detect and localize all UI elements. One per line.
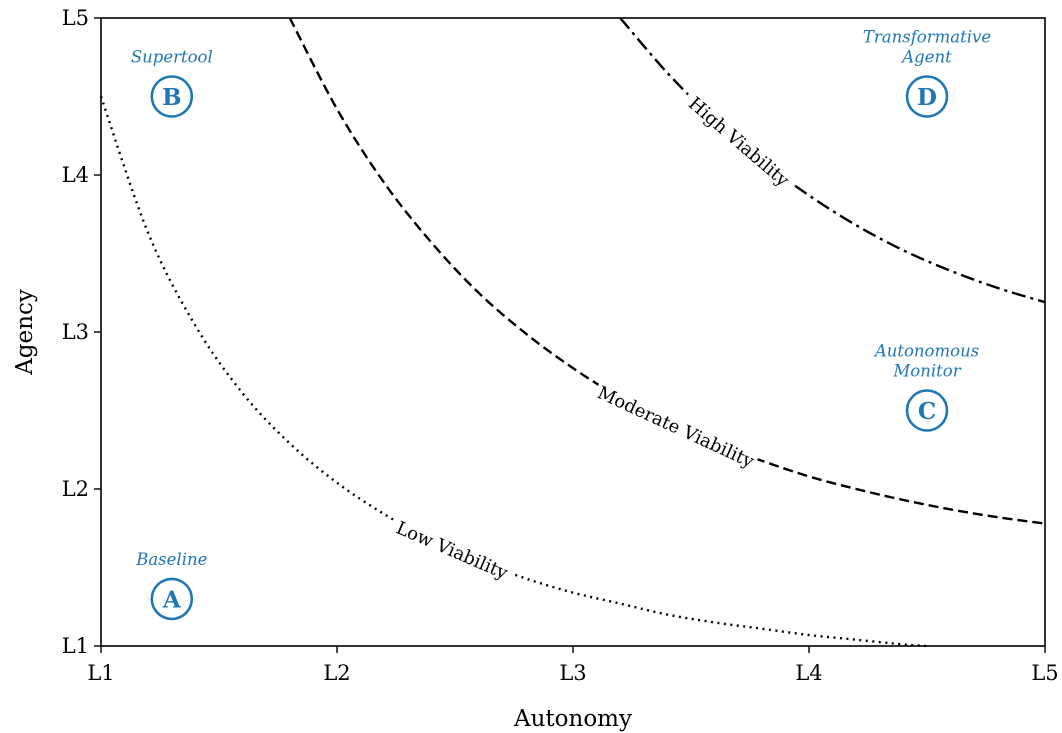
plot-frame xyxy=(100,17,1046,647)
x-axis-title: Autonomy xyxy=(513,706,632,732)
y-axis-title: Agency xyxy=(12,289,38,376)
annotation-marker xyxy=(905,75,949,118)
x-tick-label: L4 xyxy=(795,661,822,685)
x-tick-label: L5 xyxy=(1031,661,1058,685)
annotation-marker xyxy=(905,389,949,432)
y-tick-label: L5 xyxy=(62,6,89,30)
annotation-letter: C xyxy=(918,398,936,425)
annotation-label: Autonomous xyxy=(873,342,979,361)
x-tick-label: L1 xyxy=(87,661,114,685)
series-label: High Viability xyxy=(684,93,793,192)
annotation-label: Supertool xyxy=(131,48,213,67)
annotation-letter: D xyxy=(917,84,937,111)
annotation-letter: B xyxy=(162,84,181,111)
annotation-label: Monitor xyxy=(892,362,961,381)
annotation-label: Transformative xyxy=(863,28,991,47)
series-line xyxy=(288,17,1046,525)
x-tick-label: L3 xyxy=(559,661,586,685)
curves-layer: Low Viability Moderate Viability High Viab… xyxy=(99,17,1046,648)
series-line xyxy=(619,17,1046,304)
x-tick-label: L2 xyxy=(323,661,350,685)
annotation-marker xyxy=(150,577,194,621)
series-label: Moderate Viability xyxy=(594,382,758,472)
y-tick-label: L1 xyxy=(62,634,89,658)
y-tick-label: L3 xyxy=(62,320,89,344)
series-label: Low Viability xyxy=(393,518,512,585)
annotation-label: Baseline xyxy=(135,550,207,569)
annotation-label: Agent xyxy=(900,48,952,67)
annotation-marker xyxy=(150,75,194,118)
series-line xyxy=(99,96,928,648)
ticks-layer: L1 L2 L3 L4 L5 L1 L2 L3 L4 L5 xyxy=(62,6,1059,685)
y-tick-label: L2 xyxy=(62,477,89,501)
annotation-letter: A xyxy=(162,586,182,613)
y-tick-label: L4 xyxy=(62,163,89,187)
